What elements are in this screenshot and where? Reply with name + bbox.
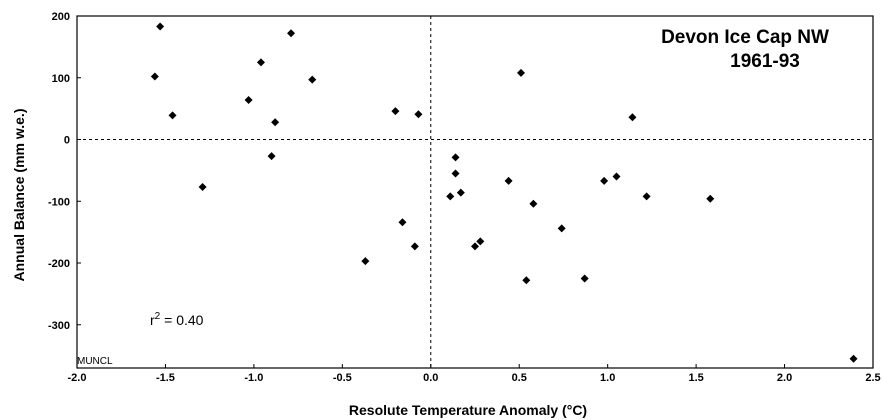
r-squared-annotation: r2 = 0.40 — [150, 311, 204, 328]
data-point — [849, 354, 858, 363]
data-point — [244, 95, 253, 104]
data-point — [600, 176, 609, 185]
data-point — [471, 242, 479, 251]
tick-labels: -2.0 -1.5 -1.0 -0.5 0.0 0.5 1.0 1.5 2.0 2.5 200 100… — [48, 11, 881, 384]
y-tick-label: 100 — [52, 73, 70, 85]
data-point — [287, 29, 296, 38]
x-tick-label: 2.5 — [865, 372, 880, 384]
x-axis-title: Resolute Temperature Anomaly (°C) — [349, 402, 587, 418]
x-tick-label: 0.5 — [512, 372, 527, 384]
data-point — [156, 22, 165, 31]
data-point — [706, 194, 715, 203]
data-point — [308, 75, 317, 84]
data-point — [522, 276, 531, 285]
data-point — [529, 199, 538, 208]
data-point — [198, 183, 207, 192]
data-point — [267, 152, 276, 161]
data-point — [476, 237, 485, 246]
chart-title: Devon Ice Cap NW — [661, 27, 829, 48]
data-point — [168, 111, 177, 120]
data-point — [410, 242, 419, 251]
x-tick-label: 0.0 — [423, 372, 438, 384]
y-tick-label: -200 — [48, 258, 70, 270]
data-point — [446, 192, 455, 201]
x-tick-label: -1.5 — [156, 372, 175, 384]
data-point — [414, 110, 423, 119]
x-tick-label: 1.5 — [688, 372, 703, 384]
axes — [76, 15, 874, 369]
x-tick-label: -2.0 — [68, 372, 87, 384]
data-point — [451, 153, 460, 162]
data-point — [580, 274, 589, 283]
data-point — [361, 257, 370, 266]
y-axis-title: Annual Balance (mm w.e.) — [11, 109, 27, 282]
data-point — [642, 192, 651, 201]
data-point — [451, 169, 460, 178]
plot-frame — [76, 15, 874, 369]
y-tick-label: -100 — [48, 196, 70, 208]
credit-label: MUNCL — [77, 356, 113, 367]
data-point — [504, 176, 513, 185]
x-tick-label: 1.0 — [600, 372, 615, 384]
y-tick-label: 200 — [52, 11, 70, 23]
chart-subtitle: 1961-93 — [730, 51, 800, 72]
data-point — [612, 172, 621, 181]
y-tick-label: 0 — [64, 135, 70, 147]
data-point — [557, 224, 566, 233]
data-point — [398, 218, 407, 227]
x-tick-label: -1.0 — [244, 372, 263, 384]
x-tick-label: -0.5 — [333, 372, 352, 384]
data-point — [516, 68, 525, 77]
data-point — [628, 113, 637, 122]
data-point — [150, 72, 159, 81]
data-points — [150, 22, 858, 363]
data-point — [271, 118, 280, 127]
data-point — [456, 188, 465, 197]
data-point — [391, 107, 400, 116]
x-tick-label: 2.0 — [777, 372, 792, 384]
data-point — [256, 58, 265, 67]
y-tick-label: -300 — [48, 320, 70, 332]
